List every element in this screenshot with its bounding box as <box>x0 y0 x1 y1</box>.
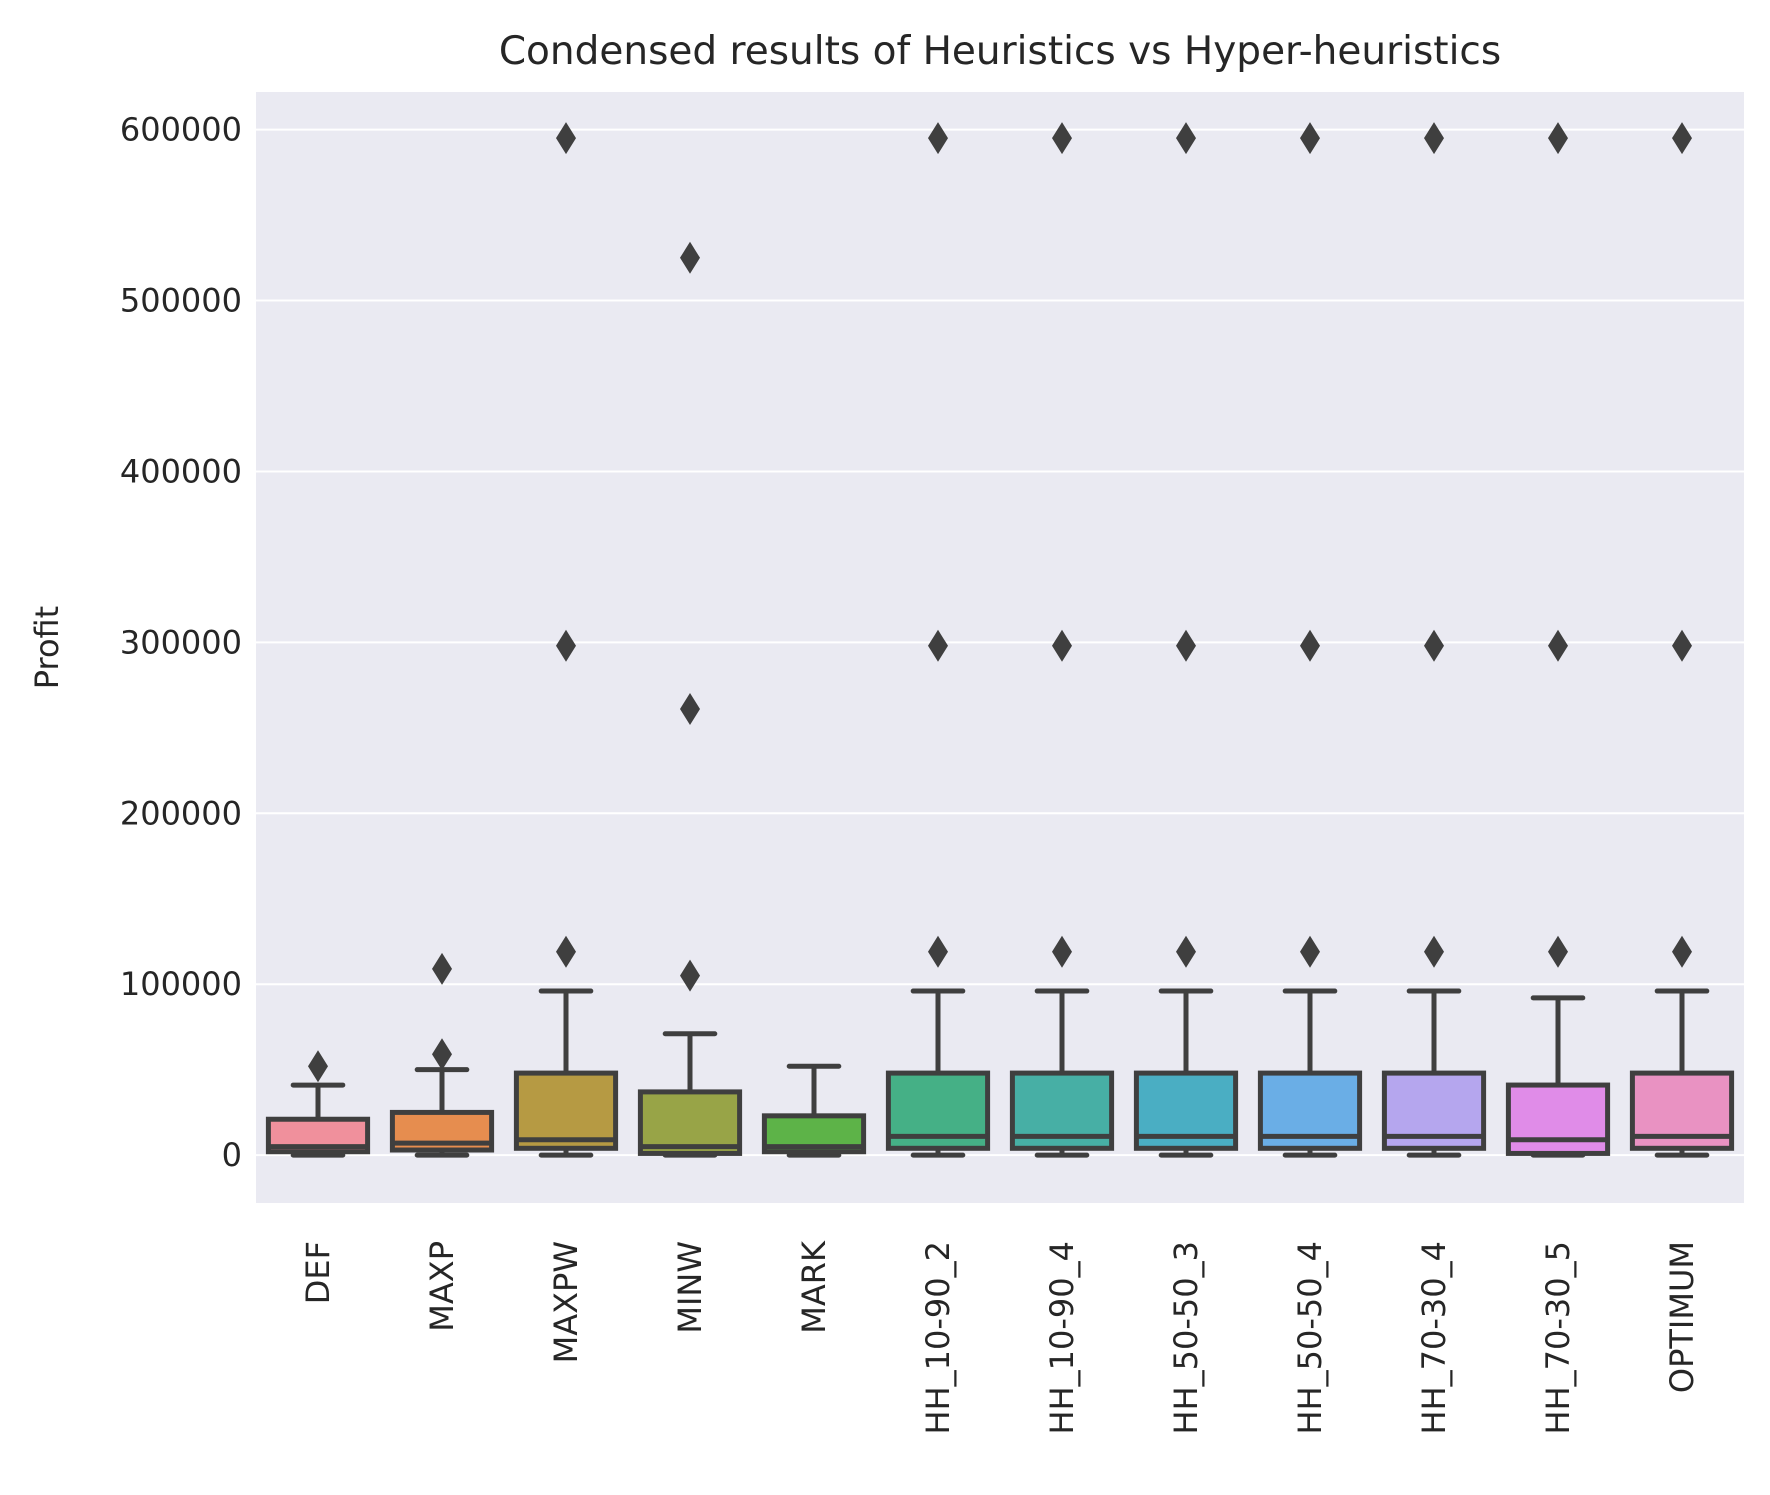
y-tick-label: 400000 <box>120 452 242 490</box>
box-HH_10-90_4 <box>1009 122 1115 1158</box>
x-tick-label: MINW <box>671 1241 709 1334</box>
outlier-point <box>1548 935 1568 968</box>
outlier-point <box>308 1050 328 1083</box>
x-tick-label: HH_10-90_4 <box>1043 1241 1081 1434</box>
outlier-point <box>928 935 948 968</box>
outlier-point <box>680 241 700 274</box>
box-HH_50-50_4 <box>1257 122 1363 1158</box>
outlier-point <box>1176 629 1196 662</box>
outlier-point <box>1176 122 1196 155</box>
y-axis-ticks: 0 100000 200000 300000 400000 500000 600000 <box>120 111 242 1175</box>
y-tick-label: 100000 <box>120 965 242 1003</box>
y-tick-label: 600000 <box>120 111 242 149</box>
outlier-point <box>1052 935 1072 968</box>
y-tick-label: 500000 <box>120 282 242 320</box>
outlier-point <box>1424 935 1444 968</box>
outlier-point <box>556 629 576 662</box>
y-tick-label: 200000 <box>120 794 242 832</box>
box-body <box>637 1089 743 1156</box>
plot-area <box>256 92 1744 1203</box>
outlier-point <box>680 693 700 726</box>
x-tick-label: MAXPW <box>547 1241 585 1363</box>
box-MAXPW <box>513 122 619 1158</box>
outlier-point <box>1052 122 1072 155</box>
x-tick-label: HH_50-50_4 <box>1291 1241 1329 1434</box>
outlier-point <box>1052 629 1072 662</box>
outlier-point <box>928 629 948 662</box>
x-tick-label: MARK <box>795 1240 833 1334</box>
outlier-point <box>1424 629 1444 662</box>
x-tick-label: HH_70-30_4 <box>1415 1241 1453 1434</box>
box-body <box>1505 1082 1611 1156</box>
y-tick-label: 300000 <box>120 623 242 661</box>
gridlines <box>256 128 1744 1157</box>
x-tick-label: HH_10-90_2 <box>919 1241 957 1434</box>
boxplot-series <box>265 122 1735 1158</box>
y-axis-label: Profit <box>28 606 66 689</box>
x-tick-label: DEF <box>299 1241 337 1304</box>
y-tick-label: 0 <box>222 1136 242 1174</box>
chart-title: Condensed results of Heuristics vs Hyper… <box>499 29 1501 74</box>
outlier-point <box>556 122 576 155</box>
x-tick-label: HH_50-50_3 <box>1167 1241 1205 1434</box>
x-tick-label: MAXP <box>423 1241 461 1332</box>
box-HH_70-30_4 <box>1381 122 1487 1158</box>
box-body <box>513 1070 619 1151</box>
box-DEF <box>265 1050 371 1158</box>
outlier-point <box>556 935 576 968</box>
outlier-point <box>1176 935 1196 968</box>
x-axis-ticks: DEF MAXP MAXPW MINW MARK HH_10-90_2 HH_10-90_4… <box>299 1240 1701 1434</box>
outlier-point <box>1548 629 1568 662</box>
outlier-point <box>1672 935 1692 968</box>
box-MINW <box>637 241 743 1158</box>
outlier-point <box>1300 122 1320 155</box>
outlier-point <box>928 122 948 155</box>
outlier-point <box>1548 122 1568 155</box>
outlier-point <box>1672 629 1692 662</box>
outlier-point <box>1424 122 1444 155</box>
outlier-point <box>1300 935 1320 968</box>
outlier-point <box>680 959 700 992</box>
outlier-point <box>1300 629 1320 662</box>
outlier-point <box>432 1038 452 1071</box>
box-HH_10-90_2 <box>885 122 991 1158</box>
box-OPTIMUM <box>1629 122 1735 1158</box>
box-HH_50-50_3 <box>1133 122 1239 1158</box>
x-tick-label: HH_70-30_5 <box>1539 1241 1577 1434</box>
outlier-point <box>1672 122 1692 155</box>
box-HH_70-30_5 <box>1505 122 1611 1158</box>
x-tick-label: OPTIMUM <box>1663 1241 1701 1393</box>
box-MAXP <box>389 952 495 1158</box>
box-MARK <box>761 1063 867 1158</box>
outlier-point <box>432 952 452 985</box>
